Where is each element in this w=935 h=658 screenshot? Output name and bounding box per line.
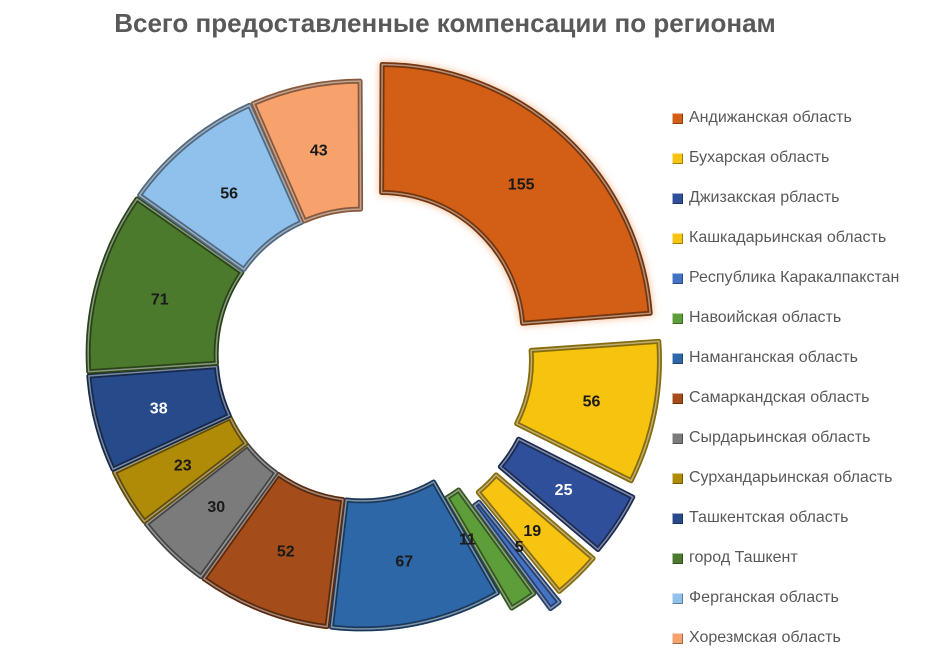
slice-12-highlight — [87, 197, 243, 373]
legend-item: Наманганская область — [672, 338, 932, 378]
legend-swatch — [672, 272, 683, 284]
data-label-12: 71 — [151, 291, 169, 308]
legend-swatch — [672, 552, 683, 564]
slice-10-highlight — [113, 416, 247, 523]
legend-item: Джизакская рбласть — [672, 178, 932, 218]
legend-item: Республика Каракалпакстан — [672, 258, 932, 298]
slice-14-highlight — [252, 80, 362, 222]
slice-11-highlight — [88, 365, 231, 471]
legend-swatch — [672, 472, 683, 484]
slice-3 — [497, 436, 636, 552]
legend-swatch — [672, 432, 683, 444]
legend-item: Хорезмская область — [672, 618, 932, 658]
legend-item: Ташкентская область — [672, 498, 932, 538]
legend-label: Джизакская рбласть — [689, 189, 840, 206]
slice-12 — [85, 196, 245, 375]
legend-label: Бухарская область — [689, 149, 830, 166]
slice-5 — [471, 499, 562, 612]
legend-label: Кашкадарьинская область — [689, 229, 887, 246]
slice-14 — [250, 78, 364, 224]
slice-6-highlight — [445, 488, 535, 610]
legend-item: Сурхандарьинская область — [672, 458, 932, 498]
legend-item: Самаркандская область — [672, 378, 932, 418]
slice-10 — [111, 415, 249, 524]
legend-swatch — [672, 352, 683, 364]
data-label-9: 30 — [207, 499, 225, 516]
legend-label: Хорезмская область — [689, 629, 841, 646]
slice-11 — [86, 363, 232, 472]
data-label-4: 19 — [523, 523, 541, 540]
data-label-14: 43 — [310, 143, 328, 160]
legend-swatch — [672, 392, 683, 404]
legend-item: Сырдарьинская область — [672, 418, 932, 458]
slice-3-highlight — [499, 438, 634, 551]
legend-swatch — [672, 112, 683, 124]
legend-item: Андижанская область — [672, 98, 932, 138]
data-label-5: 5 — [515, 539, 524, 556]
slice-7 — [328, 479, 500, 632]
slice-8-highlight — [202, 473, 344, 628]
legend-swatch — [672, 632, 683, 644]
data-label-10: 23 — [174, 457, 192, 474]
legend-item: Ферганская область — [672, 578, 932, 618]
legend-item: город Ташкент — [672, 538, 932, 578]
slice-6 — [444, 487, 537, 611]
legend-label: Республика Каракалпакстан — [689, 269, 900, 286]
legend: Андижанская область Бухарская область Джиз… — [672, 98, 932, 658]
legend-swatch — [672, 312, 683, 324]
slice-7-highlight — [330, 480, 499, 630]
data-label-1: 155 — [508, 176, 535, 193]
legend-label: Сырдарьинская область — [689, 429, 871, 446]
legend-label: Навоийская область — [689, 309, 842, 326]
data-label-8: 52 — [277, 544, 295, 561]
slice-9 — [143, 442, 279, 580]
legend-label: город Ташкент — [689, 549, 798, 566]
data-label-3: 25 — [555, 482, 573, 499]
legend-swatch — [672, 232, 683, 244]
slice-13-highlight — [138, 104, 303, 271]
slice-2-highlight — [515, 340, 661, 482]
data-label-13: 56 — [220, 185, 238, 202]
chart-title: Всего предоставленные компенсации по рег… — [114, 8, 776, 38]
legend-swatch — [672, 512, 683, 524]
slice-4-highlight — [477, 473, 595, 593]
slice-4 — [475, 472, 596, 594]
data-label-11: 38 — [150, 401, 168, 418]
legend-item: Бухарская область — [672, 138, 932, 178]
legend-label: Ферганская область — [689, 589, 839, 606]
legend-label: Наманганская область — [689, 349, 859, 366]
data-label-2: 56 — [583, 393, 601, 410]
legend-swatch — [672, 152, 683, 164]
legend-label: Сурхандарьинская область — [689, 469, 893, 486]
legend-label: Ташкентская область — [689, 509, 849, 526]
data-label-6: 11 — [459, 532, 476, 549]
slice-1 — [379, 61, 653, 326]
legend-item: Кашкадарьинская область — [672, 218, 932, 258]
slice-5-highlight — [473, 501, 561, 610]
legend-label: Андижанская область — [689, 109, 852, 126]
data-label-7: 67 — [395, 554, 413, 571]
legend-swatch — [672, 192, 683, 204]
slice-8 — [201, 471, 346, 630]
slice-13 — [137, 102, 305, 272]
legend-item: Навоийская область — [672, 298, 932, 338]
slice-2 — [514, 338, 662, 484]
legend-label: Самаркандская область — [689, 389, 870, 406]
slice-1-highlight — [380, 63, 652, 325]
slice-9-highlight — [145, 444, 278, 578]
legend-swatch — [672, 592, 683, 604]
